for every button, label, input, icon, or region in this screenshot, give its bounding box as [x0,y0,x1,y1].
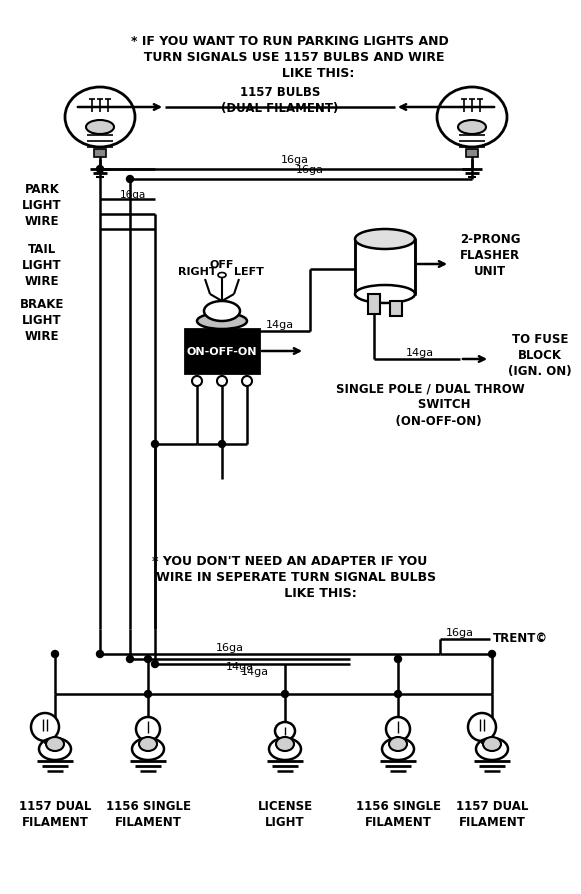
Circle shape [394,656,401,662]
Ellipse shape [468,713,496,741]
Text: 16ga: 16ga [281,155,309,164]
Circle shape [242,376,252,386]
Bar [355,240,415,295]
Circle shape [127,176,134,183]
Circle shape [145,691,152,697]
Circle shape [96,651,103,658]
Text: OFF: OFF [210,260,234,270]
Ellipse shape [197,314,247,330]
Ellipse shape [483,738,501,751]
Text: 2-PRONG
FLASHER
UNIT: 2-PRONG FLASHER UNIT [460,232,520,277]
Text: 1157 DUAL
FILAMENT: 1157 DUAL FILAMENT [456,799,528,828]
Ellipse shape [132,738,164,760]
Ellipse shape [275,722,295,740]
Bar [368,295,380,315]
Circle shape [192,376,202,386]
Ellipse shape [382,738,414,760]
Text: TAIL
LIGHT
WIRE: TAIL LIGHT WIRE [22,242,62,287]
Text: * IF YOU WANT TO RUN PARKING LIGHTS AND
  TURN SIGNALS USE 1157 BULBS AND WIRE
 : * IF YOU WANT TO RUN PARKING LIGHTS AND … [131,35,449,80]
Text: RIGHT: RIGHT [178,266,216,276]
Circle shape [489,651,496,658]
Ellipse shape [39,738,71,760]
Text: 1157 BULBS
(DUAL FILAMENT): 1157 BULBS (DUAL FILAMENT) [221,86,339,114]
Bar [94,150,106,158]
Circle shape [152,441,159,448]
Ellipse shape [269,738,301,760]
Text: 14ga: 14ga [266,320,294,330]
Ellipse shape [136,717,160,741]
Text: BRAKE
LIGHT
WIRE: BRAKE LIGHT WIRE [20,297,64,342]
Bar [466,150,478,158]
Text: 14ga: 14ga [241,666,269,676]
Text: LICENSE
LIGHT: LICENSE LIGHT [257,799,313,828]
Text: PARK
LIGHT
WIRE: PARK LIGHT WIRE [22,182,62,227]
Text: 14ga: 14ga [406,348,434,358]
Ellipse shape [276,738,294,751]
Ellipse shape [204,301,240,322]
Text: 16ga: 16ga [446,628,474,637]
Ellipse shape [139,738,157,751]
Text: 16ga: 16ga [296,164,324,175]
Text: TO FUSE
BLOCK
(IGN. ON): TO FUSE BLOCK (IGN. ON) [508,333,572,377]
Text: 16ga: 16ga [216,642,244,653]
Text: ON-OFF-ON: ON-OFF-ON [187,347,257,357]
Circle shape [218,441,225,448]
Ellipse shape [476,738,508,760]
Text: 1157 DUAL
FILAMENT: 1157 DUAL FILAMENT [19,799,91,828]
Ellipse shape [458,121,486,135]
Text: 1156 SINGLE
FILAMENT: 1156 SINGLE FILAMENT [106,799,191,828]
Text: 1156 SINGLE
FILAMENT: 1156 SINGLE FILAMENT [356,799,440,828]
Circle shape [282,691,289,697]
Ellipse shape [65,88,135,148]
Circle shape [394,691,401,697]
Text: TRENT©: TRENT© [493,631,547,644]
Ellipse shape [31,713,59,741]
Ellipse shape [437,88,507,148]
Ellipse shape [355,230,415,249]
Circle shape [127,656,134,662]
Ellipse shape [389,738,407,751]
Circle shape [145,656,152,662]
Ellipse shape [46,738,64,751]
Text: * YOU DON'T NEED AN ADAPTER IF YOU
   WIRE IN SEPERATE TURN SIGNAL BULBS
       : * YOU DON'T NEED AN ADAPTER IF YOU WIRE … [144,554,436,599]
Ellipse shape [218,274,226,278]
Text: SINGLE POLE / DUAL THROW
       SWITCH
    (ON-OFF-ON): SINGLE POLE / DUAL THROW SWITCH (ON-OFF-… [336,382,525,427]
Text: 16ga: 16ga [120,190,146,199]
Circle shape [96,166,103,173]
Ellipse shape [386,717,410,741]
Ellipse shape [86,121,114,135]
Bar [185,330,259,374]
Text: 14ga: 14ga [226,662,254,671]
Bar [390,301,402,316]
Circle shape [152,661,159,668]
Circle shape [52,651,59,658]
Circle shape [217,376,227,386]
Text: LEFT: LEFT [234,266,264,276]
Ellipse shape [355,286,415,304]
